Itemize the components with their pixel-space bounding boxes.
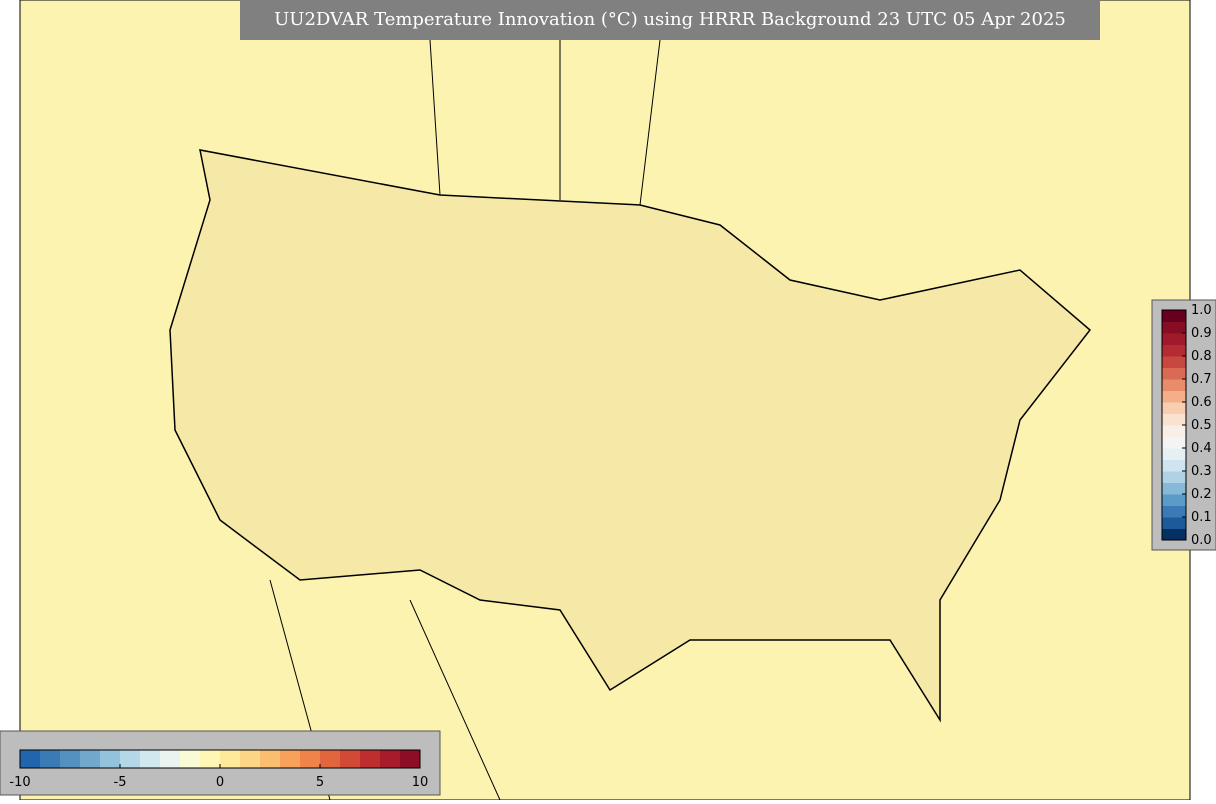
- colorbar-segment: [20, 750, 41, 768]
- colorbar-segment: [1162, 459, 1186, 472]
- colorbar-segment: [1162, 321, 1186, 334]
- tick-label: 0.2: [1191, 487, 1212, 502]
- borders: [269, 39, 661, 801]
- colorbar-segment: [260, 750, 281, 768]
- tick-label: 0.0: [1191, 533, 1212, 548]
- colorbar-segment: [240, 750, 261, 768]
- colorbar-segment: [1162, 517, 1186, 529]
- colorbar-segment: [1162, 344, 1186, 357]
- colorbar-segment: [200, 750, 221, 768]
- colorbar-segment: [180, 750, 201, 768]
- colorbar-segment: [1162, 436, 1186, 449]
- tick-label: 0.4: [1191, 441, 1212, 456]
- colorbar-segment: [280, 750, 301, 768]
- tick-label: 1.0: [1191, 303, 1212, 318]
- tick-label: -5: [114, 775, 127, 790]
- tick-label: 5: [316, 775, 324, 790]
- tick-label: 0.3: [1191, 464, 1212, 479]
- colorbar-segment: [80, 750, 101, 768]
- colorbar-segment: [1162, 482, 1186, 495]
- tick-label: 0.6: [1191, 395, 1212, 410]
- colorbar-segment: [1162, 413, 1186, 426]
- colorbar-segment: [1162, 367, 1186, 380]
- colorbar-segment: [300, 750, 321, 768]
- colorbar-segment: [360, 750, 381, 768]
- colorbar-segment: [1162, 333, 1186, 345]
- colorbar-segment: [1162, 402, 1186, 414]
- tick-label: 0.5: [1191, 418, 1212, 433]
- tick-label: 0.7: [1191, 372, 1212, 387]
- colorbar-segment: [120, 750, 141, 768]
- colorbar-segment: [40, 750, 61, 768]
- colorbar-segment: [340, 750, 361, 768]
- colorbar-segment: [100, 750, 121, 768]
- colorbar-segment: [1162, 528, 1186, 541]
- colorbar-segment: [380, 750, 401, 768]
- colorbar-segment: [1162, 310, 1186, 322]
- colorbar-segment: [1162, 425, 1186, 437]
- tick-label: 10: [412, 775, 429, 790]
- tick-label: 0.8: [1191, 349, 1212, 364]
- tick-label: 0.1: [1191, 510, 1212, 525]
- colorbar-segment: [1162, 390, 1186, 403]
- colorbar-segment: [140, 750, 161, 768]
- colorbar-segment: [1162, 471, 1186, 483]
- title-box: [240, 0, 1100, 40]
- map-title: UU2DVAR Temperature Innovation (°C) usin…: [274, 9, 1066, 30]
- colorbar-segment: [1162, 505, 1186, 518]
- tick-label: 0: [216, 775, 224, 790]
- colorbar-segment: [400, 750, 421, 768]
- colorbar-segment: [1162, 448, 1186, 460]
- colorbar-segment: [1162, 494, 1186, 506]
- colorbar-segment: [160, 750, 181, 768]
- colorbar-segment: [320, 750, 341, 768]
- colorbar-segment: [220, 750, 241, 768]
- colorbar-segment: [60, 750, 81, 768]
- tick-label: -10: [9, 775, 30, 790]
- tick-label: 0.9: [1191, 326, 1212, 341]
- colorbar-segment: [1162, 379, 1186, 391]
- colorbar-segment: [1162, 356, 1186, 368]
